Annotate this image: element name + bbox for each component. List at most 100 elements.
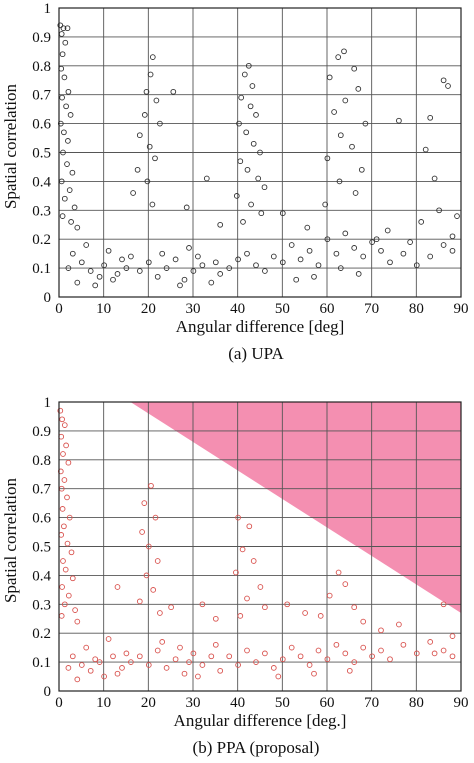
data-point	[139, 529, 145, 535]
data-point	[235, 662, 241, 668]
data-point	[378, 647, 384, 654]
data-point	[172, 656, 179, 663]
data-point	[235, 256, 241, 263]
data-point	[150, 587, 157, 593]
data-point	[387, 656, 393, 663]
data-point	[110, 276, 116, 283]
data-point	[326, 74, 333, 81]
data-point	[258, 210, 265, 217]
data-point	[199, 262, 206, 269]
data-point	[212, 615, 219, 622]
y-tick-label: 0.5	[32, 540, 51, 556]
data-point	[136, 598, 143, 605]
data-point	[105, 247, 112, 254]
data-point	[449, 653, 456, 660]
data-point	[369, 653, 375, 660]
data-point	[212, 641, 219, 648]
data-point	[159, 250, 166, 257]
data-point	[249, 83, 256, 89]
y-tick-label: 1	[44, 1, 52, 17]
data-point	[146, 143, 153, 150]
y-tick-label: 1	[44, 395, 52, 411]
plot-frame	[58, 401, 462, 692]
data-point	[78, 259, 85, 266]
data-point	[72, 607, 78, 613]
data-point	[236, 120, 242, 127]
data-point	[257, 584, 264, 590]
data-point	[217, 271, 224, 277]
data-point	[199, 601, 206, 608]
data-point	[440, 77, 447, 84]
data-point	[324, 656, 331, 663]
data-point	[130, 190, 136, 196]
data-point	[157, 610, 163, 616]
data-point	[168, 604, 174, 611]
x-tick-label: 10	[96, 695, 111, 711]
data-point	[59, 416, 65, 423]
x-tick-label: 20	[141, 301, 156, 317]
data-point	[279, 259, 286, 266]
x-tick-label: 0	[55, 695, 63, 711]
plot-frame	[58, 7, 462, 298]
data-point	[61, 523, 67, 530]
data-point	[413, 262, 420, 269]
data-point	[83, 644, 90, 651]
x-tick-label: 30	[186, 695, 201, 711]
data-point	[279, 656, 286, 663]
x-tick-label: 50	[275, 695, 290, 711]
data-point	[83, 242, 90, 248]
data-point	[145, 543, 152, 550]
data-point	[449, 633, 456, 639]
data-point	[154, 647, 161, 654]
data-point	[183, 204, 190, 211]
data-point	[87, 667, 94, 674]
data-point	[315, 262, 322, 269]
data-point	[336, 178, 343, 185]
x-tick-labels: 0 10 20 30 40 50 60 70 80 90	[55, 695, 468, 711]
x-axis-label: Angular difference [deg]	[176, 317, 345, 336]
data-point	[74, 224, 81, 231]
data-point	[226, 265, 233, 271]
data-point	[69, 653, 76, 660]
data-point	[431, 175, 438, 182]
data-point	[61, 477, 68, 483]
data-point	[342, 97, 349, 104]
y-tick-label: 0.1	[32, 655, 51, 671]
data-point	[157, 120, 163, 127]
data-point	[355, 86, 362, 92]
data-point	[62, 566, 69, 573]
data-point	[153, 97, 160, 104]
shaded-region	[130, 402, 461, 613]
x-axis-label: Angular difference [deg.]	[174, 711, 347, 730]
scatter-points	[57, 407, 456, 683]
data-point	[324, 236, 331, 243]
x-tick-label: 60	[320, 695, 335, 711]
data-point	[362, 120, 369, 127]
data-point	[177, 644, 183, 651]
data-point	[337, 132, 344, 139]
data-point	[351, 659, 358, 665]
data-point	[326, 592, 333, 599]
data-point	[101, 673, 107, 680]
data-point	[400, 641, 407, 648]
data-point	[145, 259, 152, 266]
data-point	[335, 569, 342, 576]
data-point	[288, 242, 295, 248]
y-tick-label: 0.4	[32, 174, 51, 190]
data-point	[65, 88, 72, 95]
data-point	[134, 166, 141, 173]
data-point	[136, 132, 143, 139]
data-point	[255, 175, 262, 182]
data-point	[159, 639, 166, 645]
data-point	[190, 650, 197, 657]
x-tick-label: 0	[55, 301, 63, 317]
data-point	[246, 523, 253, 530]
data-point	[101, 262, 107, 269]
data-point	[68, 219, 74, 225]
data-point	[346, 667, 353, 674]
data-point	[67, 112, 74, 118]
data-point	[141, 500, 148, 506]
y-tick-label: 0	[44, 290, 52, 306]
data-point	[250, 558, 257, 564]
